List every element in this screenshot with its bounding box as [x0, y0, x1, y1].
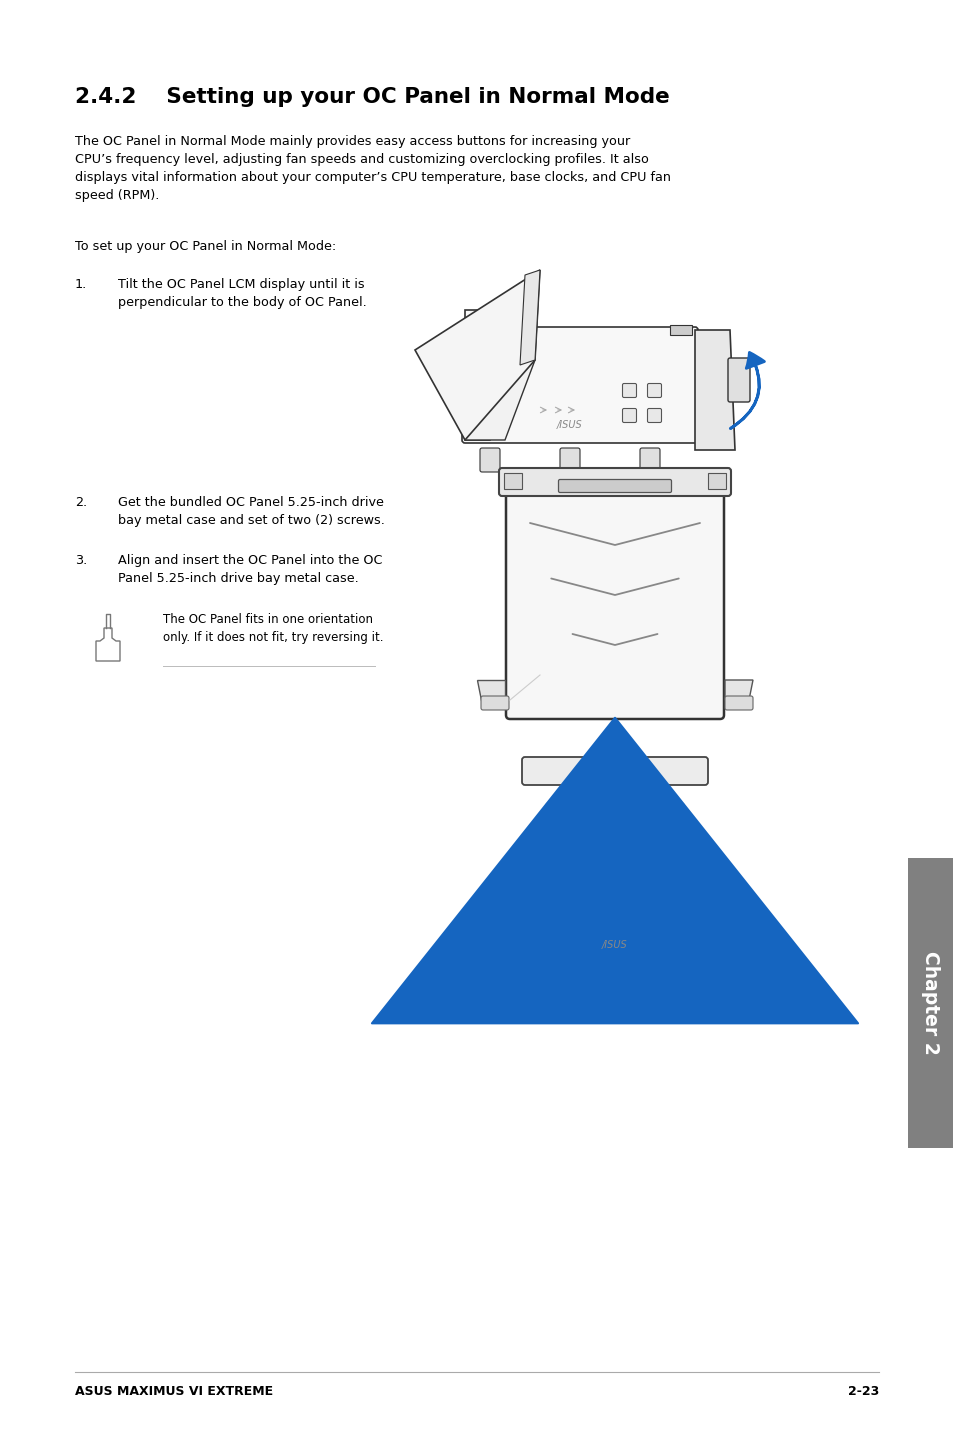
FancyBboxPatch shape	[521, 756, 707, 785]
Bar	[584, 782, 644, 807]
FancyBboxPatch shape	[727, 358, 749, 403]
Polygon shape	[536, 869, 550, 884]
FancyBboxPatch shape	[505, 472, 723, 719]
Polygon shape	[464, 311, 504, 440]
FancyBboxPatch shape	[647, 408, 660, 423]
Text: To set up your OC Panel in Normal Mode:: To set up your OC Panel in Normal Mode:	[75, 240, 335, 253]
Polygon shape	[519, 270, 539, 365]
Bar	[907, 858, 953, 1148]
Bar	[669, 325, 691, 335]
FancyBboxPatch shape	[559, 449, 579, 472]
FancyBboxPatch shape	[647, 384, 660, 397]
Polygon shape	[476, 680, 504, 700]
Polygon shape	[679, 932, 693, 948]
FancyBboxPatch shape	[633, 975, 666, 1001]
Text: ASUS MAXIMUS VI EXTREME: ASUS MAXIMUS VI EXTREME	[75, 1385, 273, 1398]
Text: Chapter 2: Chapter 2	[921, 951, 940, 1055]
Polygon shape	[464, 360, 535, 440]
Text: The OC Panel fits in one orientation
only. If it does not fit, try reversing it.: The OC Panel fits in one orientation onl…	[163, 613, 383, 643]
Text: The OC Panel in Normal Mode mainly provides easy access buttons for increasing y: The OC Panel in Normal Mode mainly provi…	[75, 135, 670, 201]
FancyBboxPatch shape	[479, 449, 499, 472]
Text: Align and insert the OC Panel into the OC
Panel 5.25-inch drive bay metal case.: Align and insert the OC Panel into the O…	[118, 554, 382, 585]
Text: 2.: 2.	[75, 496, 87, 509]
FancyBboxPatch shape	[480, 696, 509, 710]
Polygon shape	[724, 680, 752, 700]
Text: Get the bundled OC Panel 5.25-inch drive
bay metal case and set of two (2) screw: Get the bundled OC Panel 5.25-inch drive…	[118, 496, 384, 526]
Text: 2.4.2    Setting up your OC Panel in Normal Mode: 2.4.2 Setting up your OC Panel in Normal…	[75, 88, 669, 106]
Text: 2-23: 2-23	[847, 1385, 878, 1398]
Polygon shape	[536, 905, 550, 920]
Bar	[707, 473, 725, 489]
FancyArrowPatch shape	[730, 352, 763, 429]
Polygon shape	[536, 932, 550, 948]
FancyBboxPatch shape	[498, 467, 730, 496]
FancyBboxPatch shape	[724, 696, 752, 710]
FancyBboxPatch shape	[575, 791, 654, 808]
FancyBboxPatch shape	[622, 408, 636, 423]
FancyBboxPatch shape	[562, 975, 597, 1001]
Polygon shape	[679, 905, 693, 920]
FancyBboxPatch shape	[461, 326, 698, 443]
Text: Tilt the OC Panel LCM display until it is
perpendicular to the body of OC Panel.: Tilt the OC Panel LCM display until it i…	[118, 278, 366, 309]
Polygon shape	[695, 329, 734, 450]
FancyBboxPatch shape	[639, 449, 659, 472]
Text: /ISUS: /ISUS	[557, 420, 582, 430]
Text: 1.: 1.	[75, 278, 87, 290]
Bar	[503, 473, 521, 489]
Polygon shape	[415, 270, 539, 440]
Text: 3.: 3.	[75, 554, 87, 567]
Bar	[561, 815, 667, 935]
Polygon shape	[679, 869, 693, 884]
Text: /ISUS: /ISUS	[601, 940, 627, 951]
Bar	[607, 869, 621, 881]
FancyBboxPatch shape	[622, 384, 636, 397]
FancyBboxPatch shape	[558, 479, 671, 492]
FancyBboxPatch shape	[545, 802, 683, 984]
